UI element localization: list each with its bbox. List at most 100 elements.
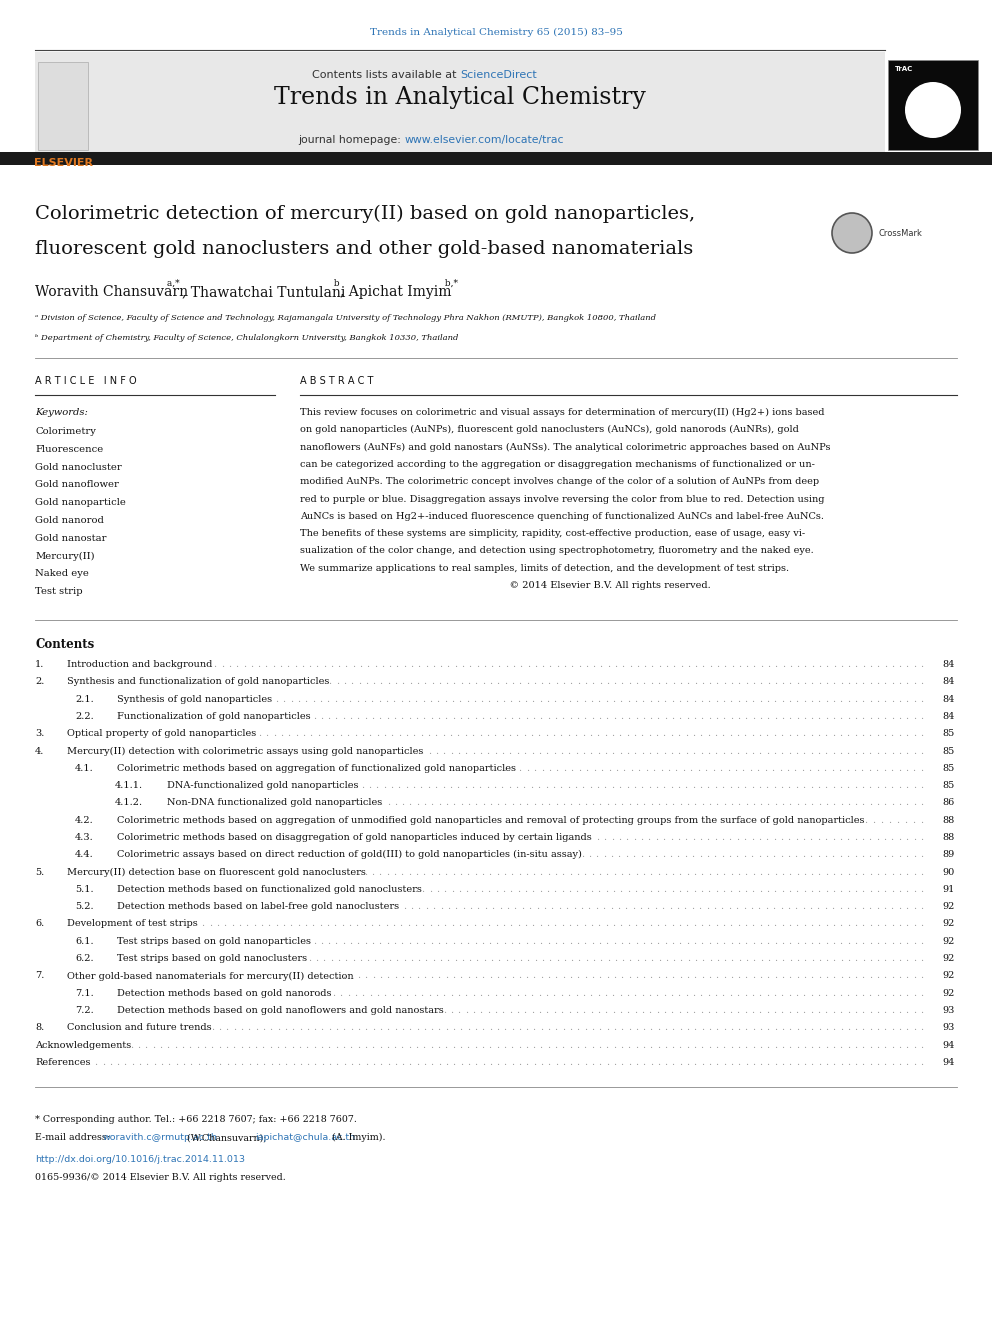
- Text: .: .: [598, 798, 601, 807]
- Text: .: .: [846, 729, 849, 738]
- Text: a,*: a,*: [165, 279, 180, 288]
- Text: Other gold-based nanomaterials for mercury(II) detection: Other gold-based nanomaterials for mercu…: [67, 971, 353, 980]
- Text: .: .: [788, 851, 791, 860]
- Text: .: .: [853, 763, 856, 773]
- Text: .: .: [401, 971, 404, 980]
- Text: .: .: [414, 919, 418, 929]
- Text: .: .: [168, 1058, 171, 1066]
- Text: .: .: [320, 712, 323, 721]
- Text: .: .: [817, 971, 820, 980]
- Text: .: .: [647, 902, 650, 912]
- Text: .: .: [628, 798, 631, 807]
- Text: .: .: [677, 833, 681, 841]
- Text: 7.1.: 7.1.: [75, 988, 94, 998]
- Text: Fluorescence: Fluorescence: [35, 445, 103, 454]
- Text: .: .: [331, 729, 334, 738]
- Text: .: .: [247, 1041, 250, 1049]
- Text: .: .: [920, 971, 924, 980]
- Text: .: .: [824, 851, 827, 860]
- Text: .: .: [883, 988, 887, 998]
- Text: .: .: [662, 902, 665, 912]
- Text: .: .: [517, 919, 520, 929]
- Text: .: .: [693, 971, 696, 980]
- Text: .: .: [780, 851, 783, 860]
- Text: .: .: [633, 781, 636, 790]
- Text: .: .: [728, 902, 731, 912]
- Text: .: .: [862, 677, 865, 687]
- Text: .: .: [555, 1041, 558, 1049]
- Text: .: .: [898, 798, 901, 807]
- Text: 2.2.: 2.2.: [75, 712, 94, 721]
- Text: .: .: [167, 1041, 170, 1049]
- Text: .: .: [818, 660, 821, 669]
- Text: .: .: [669, 902, 672, 912]
- Text: .: .: [634, 1005, 637, 1015]
- Text: .: .: [510, 937, 513, 946]
- Text: .: .: [678, 729, 681, 738]
- Text: .: .: [810, 695, 813, 704]
- Text: .: .: [685, 1041, 689, 1049]
- Text: .: .: [847, 919, 850, 929]
- Text: .: .: [613, 1023, 616, 1032]
- Text: .: .: [642, 1023, 646, 1032]
- Text: .: .: [633, 833, 636, 841]
- Text: .: .: [442, 988, 445, 998]
- Text: .: .: [409, 971, 412, 980]
- Text: (W.Chansuvarn);: (W.Chansuvarn);: [184, 1134, 269, 1142]
- Text: .: .: [721, 729, 724, 738]
- Text: .: .: [831, 851, 834, 860]
- Text: .: .: [645, 763, 648, 773]
- Text: .: .: [511, 798, 514, 807]
- Text: .: .: [869, 695, 872, 704]
- Text: .: .: [394, 1023, 397, 1032]
- Text: References: References: [35, 1058, 90, 1066]
- Text: .: .: [590, 712, 594, 721]
- Text: .: .: [434, 988, 438, 998]
- Text: 89: 89: [942, 851, 955, 860]
- Text: .: .: [684, 781, 687, 790]
- Text: .: .: [418, 902, 421, 912]
- Text: .: .: [773, 851, 776, 860]
- Text: .: .: [567, 1005, 570, 1015]
- Text: .: .: [707, 746, 710, 755]
- Text: .: .: [610, 902, 613, 912]
- Text: .: .: [876, 712, 879, 721]
- Text: .: .: [496, 677, 500, 687]
- Text: .: .: [603, 781, 607, 790]
- Text: .: .: [265, 729, 269, 738]
- Text: .: .: [774, 1023, 777, 1032]
- Text: .: .: [446, 954, 449, 963]
- Text: .: .: [396, 660, 399, 669]
- Text: .: .: [700, 1058, 704, 1066]
- Text: Colorimetric assays based on direct reduction of gold(III) to gold nanoparticles: Colorimetric assays based on direct redu…: [117, 851, 582, 860]
- Text: .: .: [847, 868, 850, 877]
- Text: .: .: [884, 798, 887, 807]
- Text: .: .: [752, 1058, 755, 1066]
- Text: .: .: [547, 712, 550, 721]
- Text: .: .: [809, 988, 812, 998]
- Text: .: .: [722, 1023, 726, 1032]
- Text: .: .: [279, 660, 282, 669]
- Text: .: .: [584, 1058, 587, 1066]
- Text: .: .: [751, 1005, 754, 1015]
- Text: .: .: [883, 833, 886, 841]
- Text: .: .: [386, 1041, 389, 1049]
- Text: Contents lists available at: Contents lists available at: [312, 70, 460, 79]
- Text: .: .: [546, 988, 549, 998]
- Text: .: .: [313, 1058, 316, 1066]
- Text: .: .: [565, 902, 568, 912]
- Text: .: .: [869, 971, 872, 980]
- Text: .: .: [891, 851, 894, 860]
- Text: .: .: [509, 1005, 512, 1015]
- Text: .: .: [381, 902, 384, 912]
- Text: .: .: [617, 851, 621, 860]
- Text: .: .: [554, 695, 557, 704]
- Text: .: .: [569, 971, 572, 980]
- Text: .: .: [334, 712, 337, 721]
- Text: .: .: [825, 1041, 828, 1049]
- Text: .: .: [693, 1058, 696, 1066]
- Text: .: .: [679, 677, 682, 687]
- Text: 7.: 7.: [35, 971, 45, 980]
- Text: .: .: [714, 833, 717, 841]
- Text: .: .: [656, 746, 659, 755]
